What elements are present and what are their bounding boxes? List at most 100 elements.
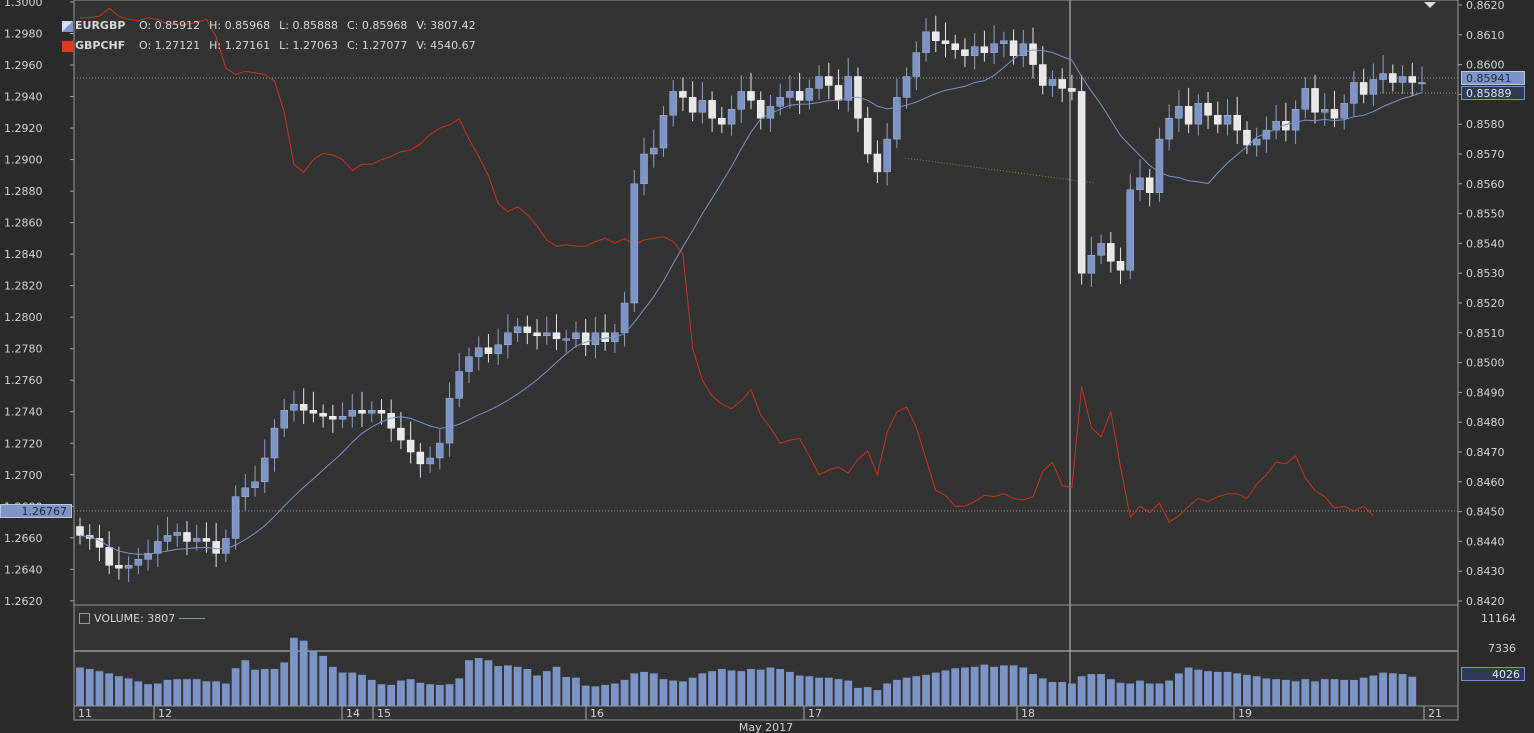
candle-body xyxy=(902,76,911,98)
volume-bar xyxy=(1272,679,1281,706)
volume-bar xyxy=(786,671,794,706)
volume-bar xyxy=(163,679,172,706)
volume-bar xyxy=(1262,678,1271,706)
candle-body xyxy=(163,535,172,542)
left-tick-label: 1.2780 xyxy=(4,343,43,356)
volume-bar xyxy=(980,664,989,706)
volume-bar xyxy=(270,668,279,706)
candle-body xyxy=(1126,189,1135,271)
volume-bar xyxy=(455,678,464,706)
volume-bar xyxy=(1029,674,1037,706)
candle-body xyxy=(348,410,357,417)
volume-bar xyxy=(474,658,483,706)
volume-bar xyxy=(552,666,561,706)
candle-body xyxy=(1398,76,1407,83)
candle-body xyxy=(192,538,201,542)
volume-bar xyxy=(1359,677,1368,706)
candle-body xyxy=(883,138,891,173)
volume-bar xyxy=(144,684,152,706)
candle-body xyxy=(299,404,308,411)
right-tick-label: 0.8580 xyxy=(1466,118,1505,131)
plot-frame xyxy=(73,0,1459,721)
candle-body xyxy=(990,43,998,53)
volume-bar xyxy=(941,670,950,706)
volume-bar xyxy=(533,675,541,706)
volume-bar xyxy=(961,667,969,706)
candle-body xyxy=(1272,120,1280,131)
candle-body xyxy=(1311,88,1319,113)
candle-body xyxy=(445,398,454,444)
candle-body xyxy=(1359,82,1368,95)
candle-body xyxy=(1009,40,1018,56)
candle-body xyxy=(815,76,823,89)
volume-legend[interactable]: VOLUME: 3807 xyxy=(79,612,206,625)
candle-body xyxy=(533,332,541,337)
eurgbp-high: H: 0.85968 xyxy=(209,19,271,32)
legend-eurgbp[interactable]: EURGBP O: 0.85912 H: 0.85968 L: 0.85888 … xyxy=(62,16,485,36)
scroll-marker-icon xyxy=(1424,2,1436,8)
volume-bar xyxy=(377,684,386,706)
volume-bar xyxy=(1233,673,1242,706)
volume-bar xyxy=(766,667,775,706)
eurgbp-candles xyxy=(76,15,1426,582)
volume-bar xyxy=(503,665,512,706)
candle-body xyxy=(941,40,950,44)
volume-bar xyxy=(1379,672,1387,706)
volume-bar xyxy=(698,673,707,706)
volume-bar xyxy=(640,671,648,706)
volume-bar xyxy=(1155,683,1164,706)
left-tick-label: 1.2900 xyxy=(4,154,43,167)
volume-bar xyxy=(1311,681,1319,706)
candle-body xyxy=(523,326,532,334)
left-tick-label: 1.2880 xyxy=(4,185,43,198)
gbpchf-swatch xyxy=(62,40,73,52)
right-tick-label: 0.8550 xyxy=(1466,208,1505,221)
x-tick-label: 17 xyxy=(808,707,822,720)
candle-body xyxy=(173,532,181,536)
candle-body xyxy=(1194,103,1203,125)
volume-bar xyxy=(990,666,999,706)
legend-gbpchf[interactable]: GBPCHF O: 1.27121 H: 1.27161 L: 1.27063 … xyxy=(62,36,485,56)
candle-body xyxy=(718,117,726,125)
volume-bar xyxy=(630,673,639,706)
volume-bar xyxy=(1223,671,1232,706)
last-price-tag: 0.85941 xyxy=(1461,71,1525,85)
right-tick-label: 0.8460 xyxy=(1466,476,1505,489)
candle-body xyxy=(144,553,152,560)
candle-body xyxy=(504,332,512,345)
left-tick-label: 1.2620 xyxy=(4,595,43,608)
right-tick-label: 0.8440 xyxy=(1466,535,1505,548)
volume-toggle-checkbox[interactable] xyxy=(79,613,90,624)
volume-bar xyxy=(76,667,84,706)
volume-bar xyxy=(95,671,104,706)
volume-bar xyxy=(727,670,736,706)
volume-bar xyxy=(202,681,211,706)
volume-tag: 4026 xyxy=(1461,667,1525,681)
candle-body xyxy=(1252,138,1261,146)
volume-bar xyxy=(1058,682,1067,706)
frame xyxy=(73,0,1459,721)
gbpchf-low: L: 1.27063 xyxy=(279,39,338,52)
volume-bar xyxy=(280,662,289,706)
volume-bar xyxy=(406,679,415,706)
candle-body xyxy=(893,97,901,140)
right-tick-label: 0.8430 xyxy=(1466,565,1505,578)
candle-body xyxy=(1029,43,1037,65)
candle-body xyxy=(124,565,133,569)
left-tick-label: 1.2940 xyxy=(4,91,43,104)
volume-bar xyxy=(1184,667,1193,706)
volume-bar xyxy=(1097,674,1105,706)
volume-bar xyxy=(134,681,143,706)
volume-bar xyxy=(1320,679,1329,706)
volume-bar xyxy=(484,660,493,706)
gbpchf-symbol: GBPCHF xyxy=(75,39,126,52)
candle-body xyxy=(1379,73,1387,80)
eurgbp-close: C: 0.85968 xyxy=(346,19,408,32)
volume-bar xyxy=(1243,674,1251,706)
candle-body xyxy=(650,147,658,155)
candle-body xyxy=(416,451,425,465)
volume-bar xyxy=(1106,679,1115,706)
right-tick-label: 0.8420 xyxy=(1466,595,1505,608)
volume-bar xyxy=(756,669,765,706)
